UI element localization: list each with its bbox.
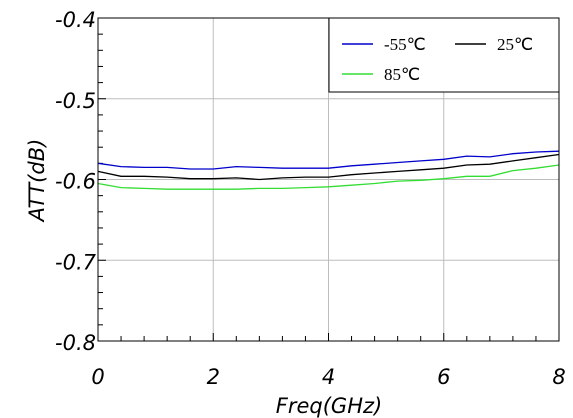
y-tick-label-0: -0.4 — [55, 8, 96, 32]
series-line-2 — [97, 153, 560, 181]
y-tick-label-4: -0.8 — [55, 331, 96, 355]
series-line-3 — [97, 164, 560, 190]
legend-box — [328, 17, 560, 93]
x-tick-label-2: 4 — [322, 365, 335, 389]
x-tick-labels: 0 2 4 6 8 — [91, 365, 565, 389]
y-axis-title: ATT(dB) — [25, 139, 49, 224]
series-lines — [97, 150, 560, 190]
y-tick-label-2: -0.6 — [55, 170, 96, 194]
x-tick-label-0: 0 — [91, 365, 104, 389]
series-line-1 — [97, 150, 560, 170]
legend-label-series-2: 25℃ — [497, 35, 533, 54]
x-tick-label-4: 8 — [552, 365, 565, 389]
legend-label-series-1: -55℃ — [384, 35, 426, 54]
y-tick-labels: -0.4 -0.5 -0.6 -0.7 -0.8 — [55, 8, 97, 355]
legend: -55℃ 25℃ 85℃ — [328, 17, 560, 93]
x-tick-label-3: 6 — [437, 365, 450, 389]
x-tick-label-1: 2 — [207, 365, 220, 389]
legend-label-series-3: 85℃ — [384, 65, 420, 84]
x-axis-title: Freq(GHz) — [276, 394, 382, 418]
y-tick-label-1: -0.5 — [55, 89, 96, 113]
y-tick-label-3: -0.7 — [55, 250, 97, 274]
